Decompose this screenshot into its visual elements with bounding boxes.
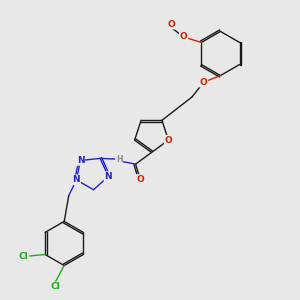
Text: O: O [136,175,144,184]
Text: O: O [180,32,188,41]
Text: N: N [73,175,80,184]
Text: O: O [200,78,208,87]
Text: H: H [116,155,122,164]
Text: O: O [167,20,175,28]
Text: O: O [165,136,172,145]
Text: N: N [104,172,112,181]
Text: N: N [77,156,84,165]
Text: Cl: Cl [19,251,28,260]
Text: O: O [167,20,175,28]
Text: Cl: Cl [51,283,61,292]
